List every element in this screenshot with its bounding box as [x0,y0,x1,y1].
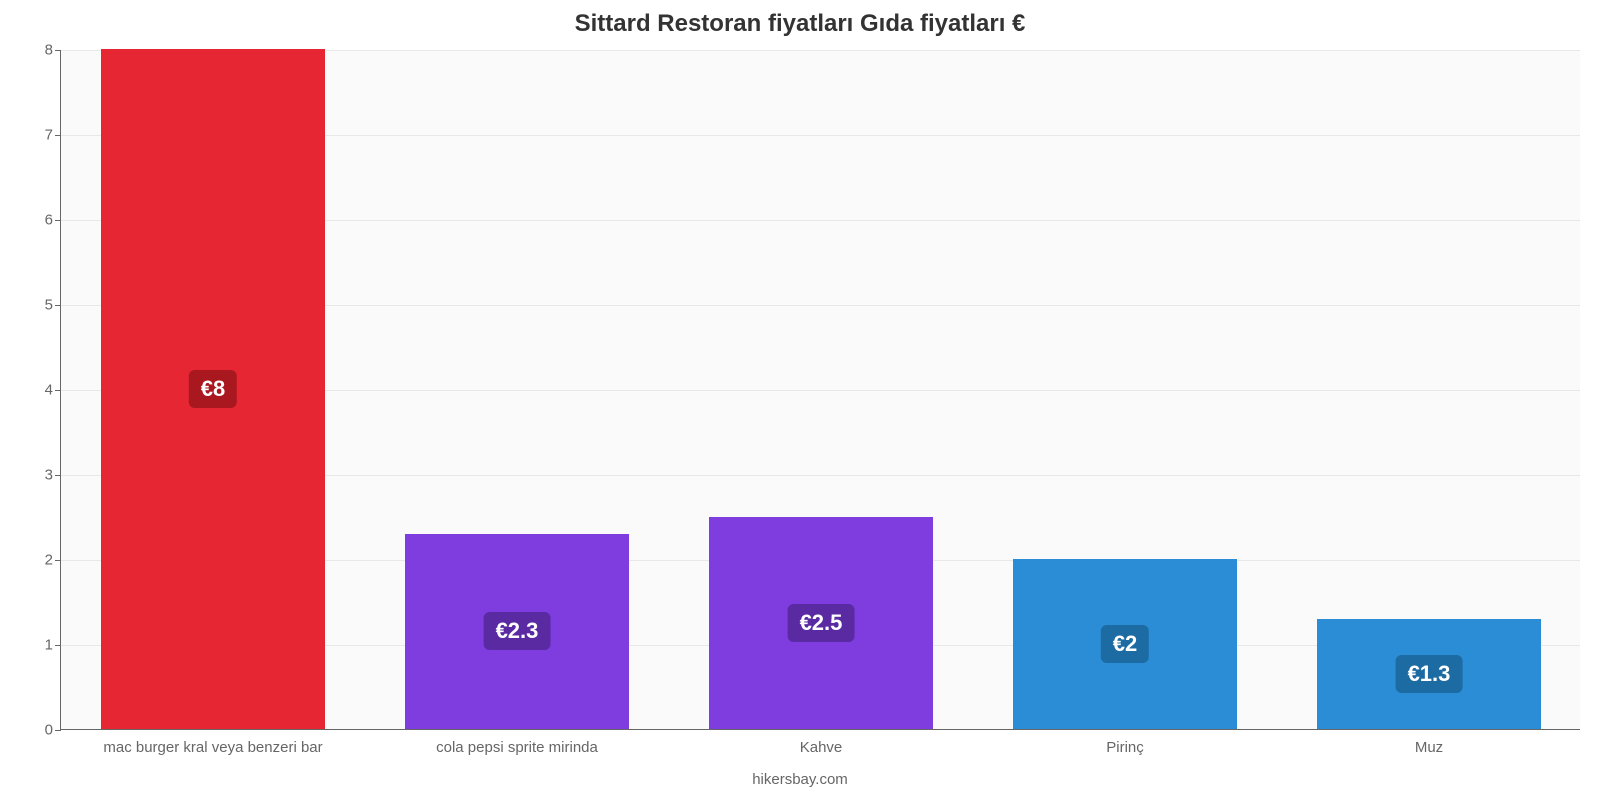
ytick-label: 7 [45,127,61,144]
ytick-label: 8 [45,42,61,59]
xtick-label: cola pepsi sprite mirinda [436,729,598,756]
bar-value-badge: €2 [1101,625,1149,663]
bar: €2 [1013,559,1238,729]
bar-value-badge: €2.5 [788,604,855,642]
ytick-label: 0 [45,722,61,739]
bar-value-badge: €2.3 [484,612,551,650]
ytick-label: 2 [45,552,61,569]
ytick-label: 4 [45,382,61,399]
bar: €1.3 [1317,619,1542,730]
ytick-label: 1 [45,637,61,654]
ytick-label: 6 [45,212,61,229]
ytick-label: 5 [45,297,61,314]
xtick-label: Muz [1415,729,1443,756]
xtick-label: mac burger kral veya benzeri bar [103,729,322,756]
bar-value-badge: €8 [189,370,237,408]
xtick-label: Pirinç [1106,729,1144,756]
plot-area: 012345678€8mac burger kral veya benzeri … [60,50,1580,730]
footer-text: hikersbay.com [752,771,848,788]
bar-value-badge: €1.3 [1396,655,1463,693]
chart-title: Sittard Restoran fiyatları Gıda fiyatlar… [0,0,1600,38]
chart-container: Sittard Restoran fiyatları Gıda fiyatlar… [0,0,1600,800]
ytick-label: 3 [45,467,61,484]
bar: €8 [101,49,326,729]
bar: €2.3 [405,534,630,730]
bar: €2.5 [709,517,934,730]
xtick-label: Kahve [800,729,843,756]
